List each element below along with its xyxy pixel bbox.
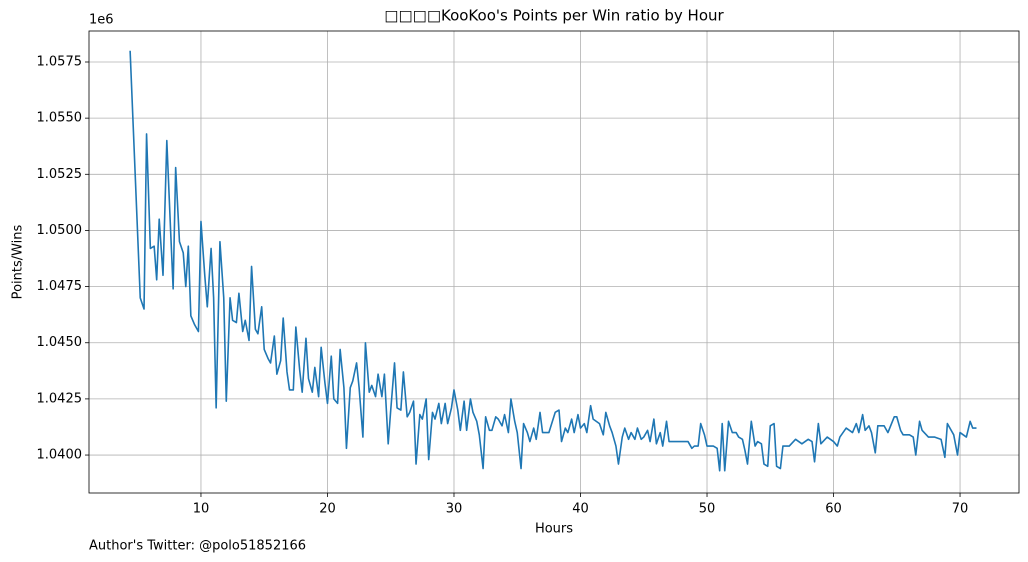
x-tick-label: 70 bbox=[952, 502, 969, 517]
y-axis-label: Points/Wins bbox=[11, 224, 26, 299]
y-tick-label: 1.0425 bbox=[37, 391, 83, 406]
x-tick-label: 40 bbox=[572, 502, 589, 517]
y-tick-label: 1.0575 bbox=[37, 54, 83, 69]
data-line bbox=[129, 50, 977, 472]
y-tick-label: 1.0500 bbox=[37, 223, 83, 238]
chart-title: □□□□KooKoo's Points per Win ratio by Hou… bbox=[384, 7, 724, 25]
x-tick-label: 10 bbox=[193, 502, 210, 517]
x-axis-label: Hours bbox=[535, 522, 573, 537]
y-tick-label: 1.0400 bbox=[37, 448, 83, 463]
x-tick-label: 50 bbox=[699, 502, 716, 517]
annotation: Author's Twitter: @polo51852166 bbox=[89, 539, 306, 554]
y-tick-label: 1.0525 bbox=[37, 167, 83, 182]
y-offset-label: 1e6 bbox=[89, 13, 114, 28]
y-tick-label: 1.0550 bbox=[37, 111, 83, 126]
y-tick-label: 1.0475 bbox=[37, 279, 83, 294]
x-tick-label: 60 bbox=[825, 502, 842, 517]
x-tick-label: 30 bbox=[446, 502, 463, 517]
x-tick-label: 20 bbox=[319, 502, 336, 517]
y-tick-label: 1.0450 bbox=[37, 335, 83, 350]
plot-frame bbox=[88, 30, 1020, 494]
